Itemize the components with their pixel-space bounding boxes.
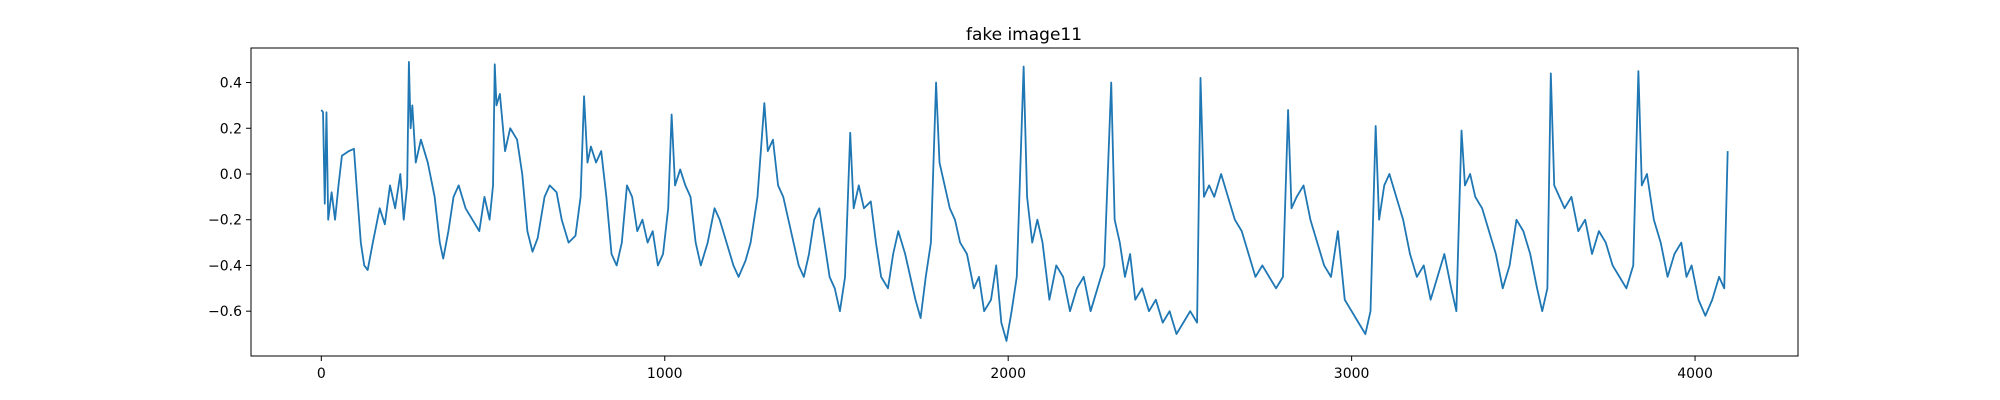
x-tick-label: 2000: [990, 366, 1026, 382]
x-tick-label: 1000: [647, 366, 683, 382]
y-tick-label: 0.4: [220, 76, 242, 92]
y-tick-label: −0.2: [208, 213, 242, 229]
y-tick-label: 0.2: [220, 121, 242, 137]
x-tick-label: 3000: [1334, 366, 1370, 382]
y-tick-label: −0.4: [208, 258, 242, 274]
x-tick-label: 0: [317, 366, 326, 382]
plot-frame: [250, 47, 1799, 357]
y-tick-label: −0.6: [208, 304, 242, 320]
y-tick-label: 0.0: [220, 167, 242, 183]
data-line: [320, 61, 1729, 342]
x-tick-label: 4000: [1677, 366, 1713, 382]
chart-title: fake image11: [966, 25, 1082, 45]
